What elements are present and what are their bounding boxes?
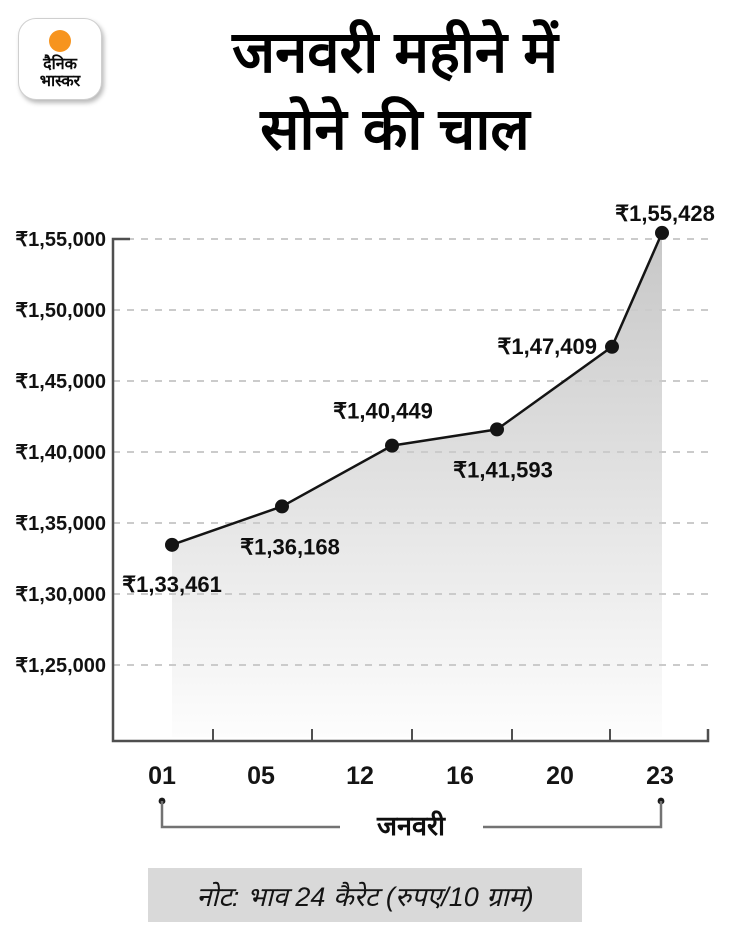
data-point: [655, 225, 669, 240]
x-axis-label: 05: [247, 762, 275, 790]
data-point-label: ₹1,40,449: [333, 399, 433, 424]
logo-text-line2: भास्कर: [39, 73, 81, 91]
axis-frame: [111, 237, 710, 743]
y-axis-label: ₹1,35,000: [15, 513, 106, 535]
x-axis-label: 12: [346, 762, 374, 790]
logo-text-line1: दैनिक: [43, 56, 77, 73]
chart-title-line2: सोने की चाल: [260, 97, 530, 163]
x-axis-title: जनवरी: [376, 810, 446, 841]
x-axis-label: 16: [446, 762, 474, 790]
logo-sun-icon: [49, 30, 71, 52]
y-axis-label: ₹1,55,000: [15, 229, 106, 251]
logo-text: दैनिक भास्कर: [40, 56, 80, 91]
data-point-label: ₹1,47,409: [497, 334, 597, 359]
price-area-fill: [172, 232, 662, 737]
data-point: [490, 422, 504, 437]
chart-title-line1: जनवरी महीने में: [232, 20, 558, 85]
y-axis-label: ₹1,45,000: [15, 371, 106, 393]
data-point-label: ₹1,55,428: [615, 201, 715, 226]
data-point: [165, 537, 179, 552]
x-axis-label: 20: [546, 762, 574, 790]
note-box: नोट: भाव 24 कैरेट (रुपए/10 ग्राम): [148, 868, 582, 922]
chart-title: जनवरी महीने में सोने की चाल: [60, 14, 730, 168]
january-bracket-left-line: [160, 801, 340, 829]
x-axis-label: 01: [148, 762, 176, 790]
data-point: [275, 499, 289, 514]
data-point: [385, 438, 399, 453]
data-point-label: ₹1,36,168: [240, 534, 340, 559]
data-point: [605, 339, 619, 354]
data-point-label: ₹1,41,593: [453, 457, 553, 482]
y-axis-label: ₹1,50,000: [15, 300, 106, 322]
x-axis-label: 23: [646, 762, 674, 790]
y-axis-label: ₹1,40,000: [15, 442, 106, 464]
dainik-bhaskar-logo: दैनिक भास्कर: [18, 18, 102, 100]
data-point-label: ₹1,33,461: [122, 572, 222, 597]
y-axis-label: ₹1,30,000: [15, 584, 106, 606]
y-axis-label: ₹1,25,000: [15, 655, 106, 677]
note-text: नोट: भाव 24 कैरेट (रुपए/10 ग्राम): [196, 881, 534, 912]
january-bracket-right-line: [483, 801, 663, 829]
price-line: [171, 232, 664, 547]
